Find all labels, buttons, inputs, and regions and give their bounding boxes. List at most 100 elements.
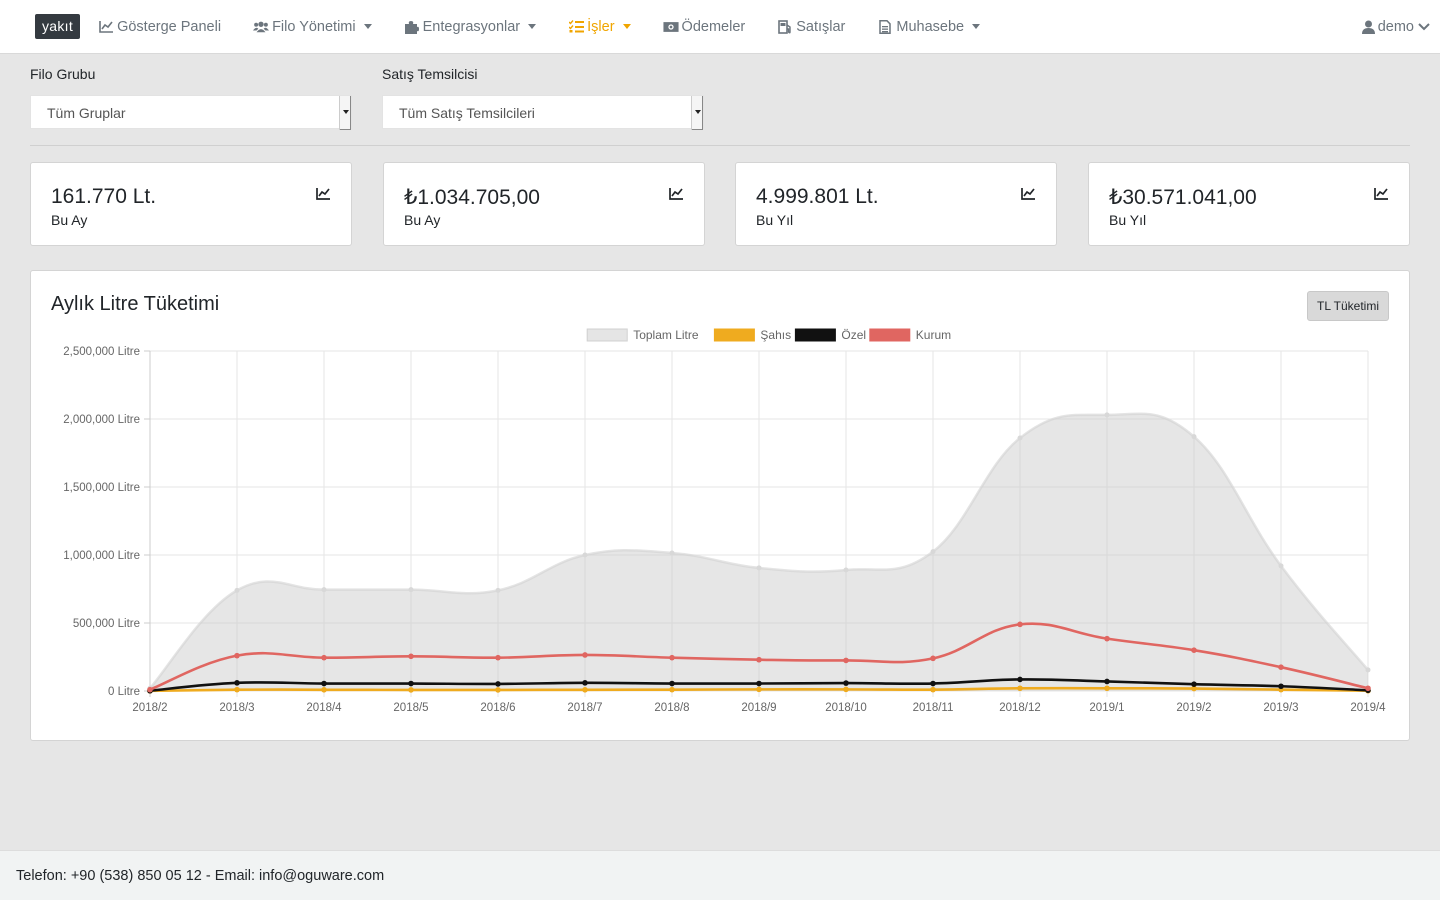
data-point--ah-s bbox=[930, 686, 936, 693]
nav-item-sales[interactable]: Satışlar bbox=[777, 19, 845, 35]
stat-card-year-tl: ₺30.571.041,00 Bu Yıl bbox=[1088, 162, 1410, 246]
data-point-kurum bbox=[930, 655, 936, 662]
chart-line-icon bbox=[316, 187, 331, 200]
sales-rep-select[interactable]: Tüm Satış Temsilcileri bbox=[382, 95, 704, 130]
fleet-group-value: Tüm Gruplar bbox=[47, 105, 126, 121]
sales-rep-filter: Satış Temsilcisi Tüm Satış Temsilcileri bbox=[382, 66, 704, 130]
nav-item-fleet[interactable]: Filo Yönetimi bbox=[253, 19, 372, 35]
chart-line-icon bbox=[1374, 187, 1389, 200]
data-point-kurum bbox=[669, 654, 675, 661]
chart-line-icon bbox=[669, 187, 684, 200]
x-tick-label: 2018/9 bbox=[741, 702, 776, 714]
data-point-toplam-litre bbox=[1365, 667, 1371, 673]
data-point--ah-s bbox=[756, 686, 762, 693]
stat-value: 4.999.801 Lt. bbox=[756, 185, 879, 208]
nav-item-label: Filo Yönetimi bbox=[272, 18, 356, 35]
tl-consumption-button[interactable]: TL Tüketimi bbox=[1307, 291, 1389, 321]
data-point--ah-s bbox=[321, 686, 327, 693]
data-point--zel bbox=[234, 680, 240, 686]
data-point--zel bbox=[1104, 678, 1110, 685]
data-point--zel bbox=[495, 681, 501, 687]
data-point--zel bbox=[1191, 681, 1197, 687]
data-point-toplam-litre bbox=[1017, 435, 1023, 441]
data-point--zel bbox=[408, 680, 414, 687]
legend-label: Özel bbox=[841, 328, 866, 342]
fleet-group-filter: Filo Grubu Tüm Gruplar bbox=[30, 66, 352, 130]
nav-item-dashboard[interactable]: Gösterge Paneli bbox=[98, 19, 221, 35]
data-point-toplam-litre bbox=[930, 549, 936, 555]
users-icon bbox=[253, 20, 270, 34]
data-point--ah-s bbox=[1017, 685, 1023, 692]
nav-item-accounting[interactable]: Muhasebe bbox=[877, 18, 981, 35]
top-navbar: yakıt Gösterge Paneli Filo Yönetimi Ente… bbox=[0, 0, 1440, 54]
nav-item-label: Satışlar bbox=[796, 18, 846, 35]
chart-line-icon bbox=[98, 20, 114, 34]
data-point-kurum bbox=[1017, 621, 1023, 628]
x-tick-label: 2019/1 bbox=[1089, 702, 1124, 714]
x-tick-label: 2018/6 bbox=[480, 702, 515, 714]
x-tick-label: 2018/11 bbox=[913, 702, 954, 714]
divider bbox=[30, 145, 1410, 146]
data-point--zel bbox=[1017, 676, 1023, 683]
sales-rep-label: Satış Temsilcisi bbox=[382, 66, 478, 82]
data-point-kurum bbox=[843, 657, 849, 664]
stat-value: ₺30.571.041,00 bbox=[1109, 186, 1257, 209]
y-tick-label: 2,000,000 Litre bbox=[63, 414, 140, 426]
money-bill-icon bbox=[662, 20, 679, 34]
legend-label: Toplam Litre bbox=[633, 328, 699, 342]
data-point-kurum bbox=[321, 654, 327, 661]
tasks-icon bbox=[568, 20, 584, 34]
chevron-down-icon bbox=[1418, 23, 1430, 31]
data-point-toplam-litre bbox=[1191, 434, 1197, 440]
x-tick-label: 2018/12 bbox=[999, 702, 1041, 714]
footer: Telefon: +90 (538) 850 05 12 - Email: in… bbox=[0, 850, 1440, 900]
monthly-litre-chart: 0 Litre 500,000 Litre 1,000,000 Litre 1,500… bbox=[63, 328, 1386, 714]
chart-title: Aylık Litre Tüketimi bbox=[51, 293, 220, 315]
fleet-group-select[interactable]: Tüm Gruplar bbox=[30, 95, 352, 130]
x-tick-label: 2018/5 bbox=[393, 702, 428, 714]
data-point--ah-s bbox=[495, 687, 501, 693]
data-point--zel bbox=[582, 680, 588, 686]
dropdown-arrow-icon bbox=[339, 96, 351, 130]
data-point-toplam-litre bbox=[1104, 412, 1110, 418]
nav-item-label: İşler bbox=[587, 18, 615, 35]
data-point--ah-s bbox=[408, 687, 414, 693]
data-point--ah-s bbox=[1191, 685, 1197, 692]
data-point-toplam-litre bbox=[234, 587, 240, 593]
user-icon bbox=[1361, 20, 1375, 34]
data-point-kurum bbox=[1278, 664, 1284, 670]
data-point--zel bbox=[669, 680, 675, 687]
y-tick-label: 1,500,000 Litre bbox=[63, 482, 140, 494]
user-menu[interactable]: demo bbox=[1361, 0, 1430, 54]
stat-label: Bu Ay bbox=[404, 212, 441, 228]
x-tick-label: 2018/8 bbox=[654, 702, 689, 714]
y-tick-label: 500,000 Litre bbox=[73, 618, 140, 630]
data-point--zel bbox=[930, 680, 936, 687]
stat-value: ₺1.034.705,00 bbox=[404, 186, 540, 209]
x-tick-label: 2018/7 bbox=[567, 702, 602, 714]
data-point--zel bbox=[756, 680, 762, 687]
data-point--zel bbox=[321, 680, 327, 687]
data-point-toplam-litre bbox=[1278, 563, 1284, 569]
data-point-kurum bbox=[582, 652, 588, 658]
y-tick-label: 1,000,000 Litre bbox=[63, 550, 140, 562]
x-tick-label: 2018/2 bbox=[132, 702, 167, 714]
stat-value: 161.770 Lt. bbox=[51, 185, 157, 208]
nav-item-label: Muhasebe bbox=[896, 18, 965, 35]
data-point-kurum bbox=[1104, 635, 1110, 642]
data-point-kurum bbox=[1365, 685, 1371, 692]
brand-logo[interactable]: yakıt bbox=[35, 14, 81, 39]
stat-label: Bu Yıl bbox=[1109, 212, 1147, 228]
data-point--ah-s bbox=[1104, 685, 1110, 692]
data-point-kurum bbox=[756, 656, 762, 663]
nav-item-integrations[interactable]: Entegrasyonlar bbox=[404, 19, 537, 35]
legend-swatch bbox=[713, 328, 755, 342]
file-icon bbox=[877, 19, 893, 34]
chevron-down-icon bbox=[972, 24, 981, 29]
nav-item-payments[interactable]: Ödemeler bbox=[662, 19, 745, 35]
dropdown-arrow-icon bbox=[691, 96, 703, 130]
nav-item-tasks[interactable]: İşler bbox=[568, 18, 631, 35]
data-point--ah-s bbox=[234, 686, 240, 693]
data-point--zel bbox=[843, 680, 849, 686]
data-point--ah-s bbox=[843, 686, 849, 693]
